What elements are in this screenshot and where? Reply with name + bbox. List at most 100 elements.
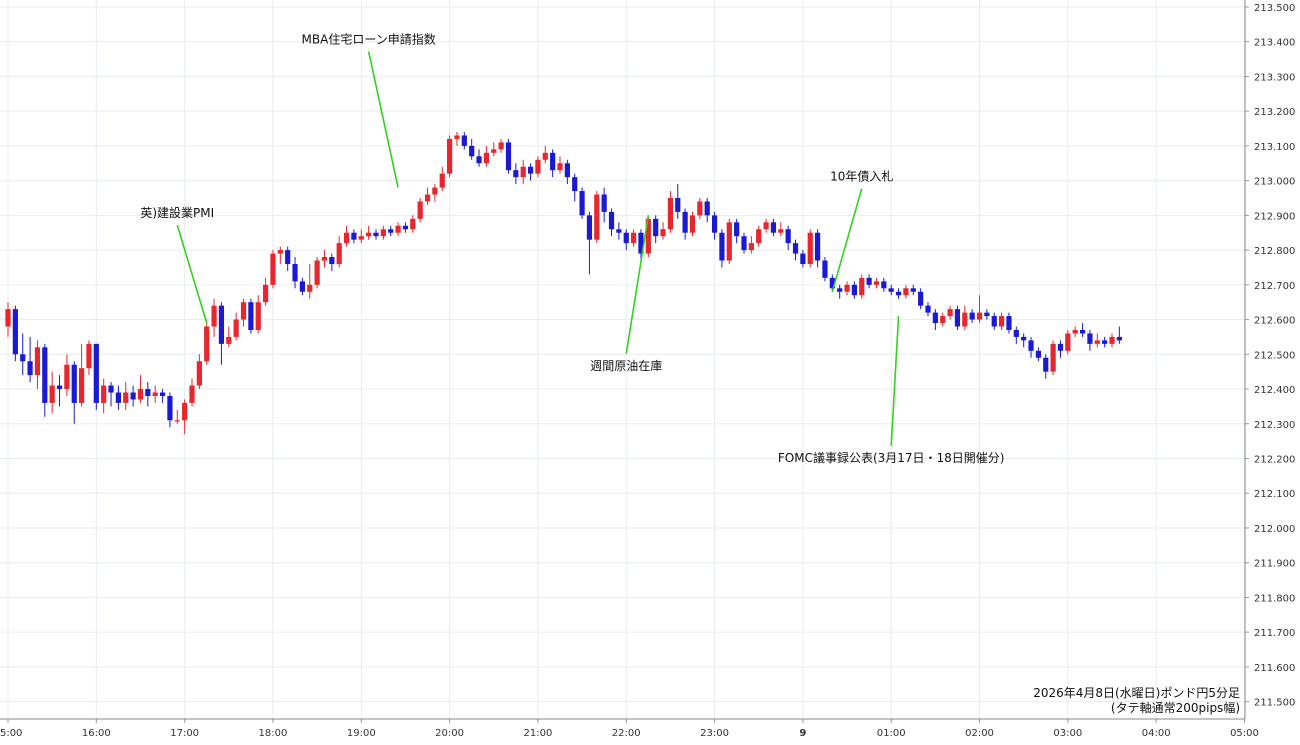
candle-body-down <box>248 302 254 330</box>
x-tick-label: 20:00 <box>435 728 464 739</box>
candle-body-up <box>645 218 651 254</box>
candle-body-down <box>1057 343 1064 351</box>
candle-body-down <box>93 343 99 403</box>
candle-body-down <box>711 215 718 233</box>
candle-body-down <box>505 142 512 171</box>
x-tick-label: 16:00 <box>82 728 111 739</box>
y-tick-label: 212.700 <box>1254 281 1295 292</box>
candle-body-down <box>1043 357 1049 372</box>
candle-body-down <box>1079 329 1086 334</box>
candle-body-up <box>748 243 754 251</box>
x-tick-label: 19:00 <box>347 728 376 739</box>
candle-body-down <box>991 316 997 327</box>
x-tick-label: 9 <box>799 728 806 739</box>
candle-body-up <box>1072 329 1078 334</box>
candle-body-up <box>240 302 247 320</box>
candle-body-up <box>226 336 232 344</box>
candle-body-down <box>167 395 173 421</box>
candle-body-down <box>888 288 894 292</box>
candle-body-down <box>373 232 379 237</box>
x-tick-label: 01:00 <box>877 728 906 739</box>
candle-body-down <box>623 232 629 244</box>
candle-body-down <box>734 222 740 237</box>
candle-body-down <box>351 232 357 240</box>
candle-body-up <box>439 173 445 188</box>
candle-body-down <box>925 305 931 313</box>
candle-body-up <box>807 232 813 264</box>
annotation-pointer <box>625 215 650 355</box>
y-tick-label: 213.300 <box>1254 72 1295 83</box>
candle-body-down <box>851 284 857 296</box>
candle-body-down <box>12 309 18 355</box>
candle-body-up <box>5 309 11 327</box>
candle-body-down <box>1102 340 1108 344</box>
candle-body-up <box>947 309 953 317</box>
candle-body-down <box>770 222 777 233</box>
candle-body-up <box>999 316 1005 327</box>
candle-body-down <box>550 152 556 171</box>
candle-body-down <box>1013 329 1019 337</box>
candle-body-down <box>1087 333 1093 344</box>
candle-body-up <box>49 385 55 403</box>
candle-body-down <box>785 229 791 244</box>
candle-body-down <box>954 309 961 327</box>
candle-body-up <box>542 152 548 160</box>
candle-body-up <box>64 364 70 390</box>
candle-body-down <box>969 312 975 320</box>
candle-body-down <box>586 215 593 240</box>
candle-body-up <box>491 149 497 153</box>
candle-body-up <box>660 229 666 237</box>
y-tick-label: 212.300 <box>1254 420 1295 431</box>
candle-body-down <box>792 243 799 254</box>
candle-body-down <box>1116 336 1122 341</box>
x-tick-label: 23:00 <box>700 728 729 739</box>
candle-body-up <box>557 163 563 171</box>
candle-body-up <box>697 201 703 216</box>
candle-body-down <box>56 385 63 390</box>
candle-body-down <box>800 253 806 264</box>
candle-body-down <box>932 312 938 324</box>
candle-body-up <box>778 229 784 233</box>
candle-body-up <box>211 305 217 327</box>
candle-body-down <box>1028 340 1034 351</box>
candle-body-up <box>277 250 283 254</box>
candle-body-up <box>962 312 968 327</box>
candle-body-up <box>79 368 85 403</box>
candle-body-down <box>829 277 835 289</box>
candle-body-down <box>616 229 622 233</box>
candle-body-up <box>417 201 423 219</box>
x-tick-label: 22:00 <box>612 728 641 739</box>
candle-body-up <box>424 194 431 202</box>
candle-body-up <box>903 288 909 296</box>
y-tick-label: 211.700 <box>1254 628 1295 639</box>
candle-body-down <box>388 229 394 233</box>
y-tick-label: 211.900 <box>1254 559 1295 570</box>
candle-body-down <box>329 257 335 264</box>
candle-body-down <box>741 236 747 251</box>
candle-body-down <box>71 364 77 403</box>
candle-body-down <box>682 211 688 233</box>
x-tick-label: 02:00 <box>965 728 994 739</box>
candle-body-up <box>137 389 144 400</box>
candle-body-up <box>976 312 983 320</box>
candle-body-up <box>152 392 158 396</box>
candle-body-up <box>410 218 416 230</box>
y-tick-label: 212.200 <box>1254 454 1295 465</box>
candle-body-up <box>498 142 504 150</box>
candle-body-down <box>1035 350 1041 358</box>
candle-body-down <box>866 277 872 285</box>
candle-body-up <box>189 385 195 403</box>
chart-subtitle: (タテ軸通常200pips幅) <box>1111 700 1240 715</box>
candle-body-up <box>395 225 401 233</box>
candle-body-down <box>608 211 615 230</box>
candle-body-down <box>27 361 33 376</box>
x-tick-label: 04:00 <box>1142 728 1171 739</box>
candle-body-up <box>270 253 276 285</box>
candle-body-down <box>675 197 681 212</box>
annotation-label: 10年債入札 <box>830 169 893 184</box>
annotation-pointer <box>176 224 208 324</box>
candle-body-up <box>1065 333 1071 351</box>
candle-body-up <box>204 326 210 362</box>
candle-body-up <box>1050 343 1056 372</box>
